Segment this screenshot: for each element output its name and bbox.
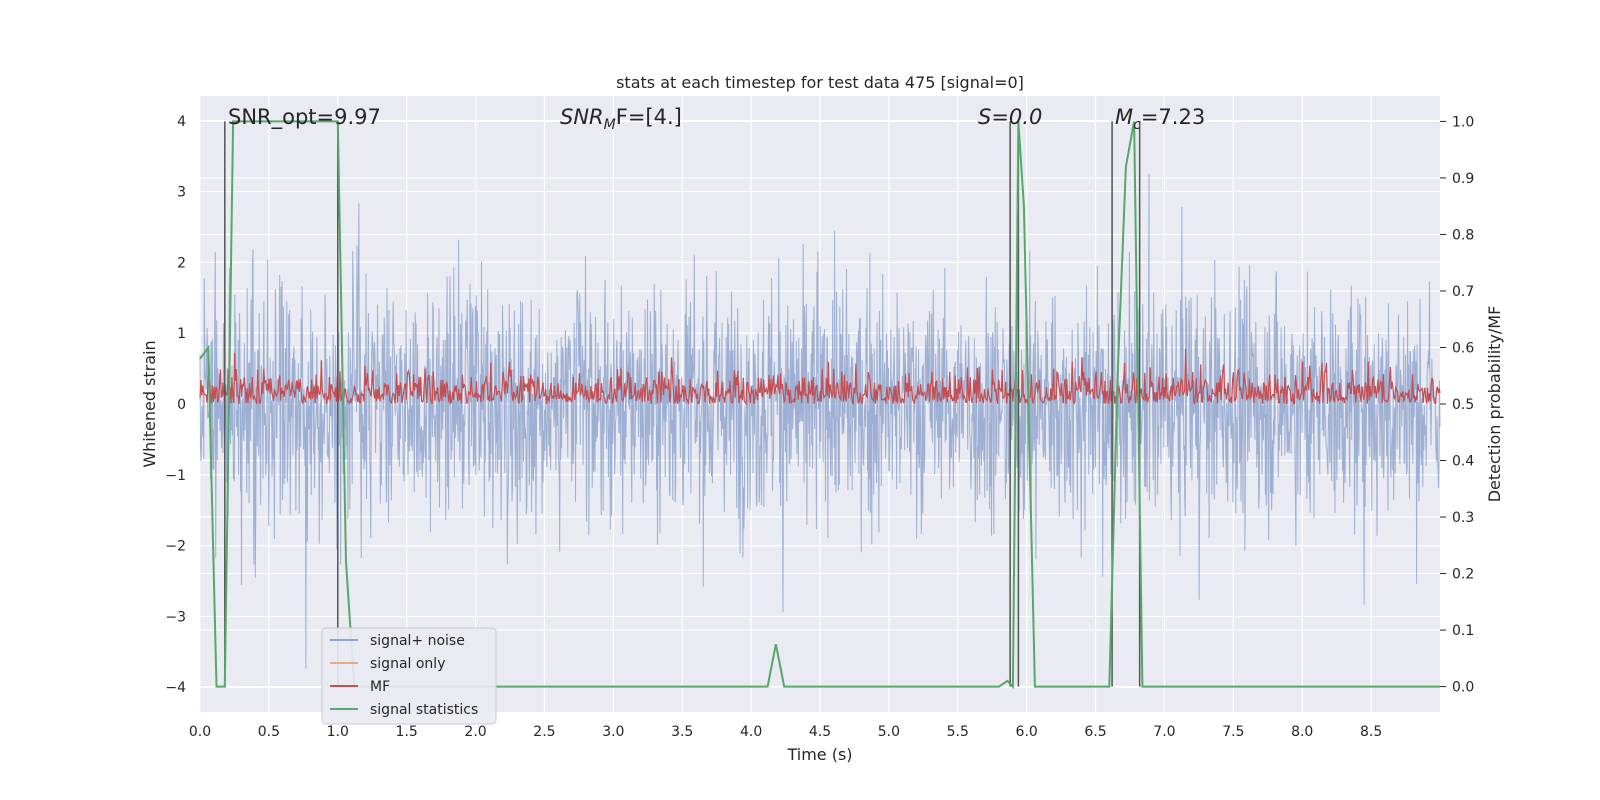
y-tick-label: −3 <box>165 609 186 625</box>
annotation-snr-mf: SNRMF=[4.] <box>560 105 682 133</box>
x-tick-label: 2.5 <box>533 724 555 740</box>
chart-title: stats at each timestep for test data 475… <box>616 73 1024 92</box>
x-tick-label: 3.0 <box>602 724 624 740</box>
y-tick-label: −1 <box>165 468 186 484</box>
x-tick-label: 0.5 <box>258 724 280 740</box>
legend-label-signal-only: signal only <box>370 656 445 672</box>
y2-tick-label: 0.7 <box>1452 284 1474 300</box>
x-tick-label: 4.5 <box>809 724 831 740</box>
y-tick-label: −4 <box>165 680 186 696</box>
y-tick-label: 0 <box>177 397 186 413</box>
legend-box <box>321 627 497 725</box>
y-tick-label: 4 <box>177 114 186 130</box>
y2-tick-label: 0.6 <box>1452 340 1474 356</box>
x-tick-label: 6.0 <box>1016 724 1038 740</box>
x-tick-label: 4.0 <box>740 724 762 740</box>
legend-label-signal-statistics: signal statistics <box>370 702 478 718</box>
x-tick-label: 6.5 <box>1084 724 1106 740</box>
x-axis-label: Time (s) <box>786 745 852 764</box>
x-tick-labels: 0.0 0.5 1.0 1.5 2.0 2.5 3.0 3.5 4.0 4.5 5.0 5.5 6.0 6… <box>189 724 1382 740</box>
legend: signal+ noise signal only MF signal stat… <box>321 627 497 725</box>
y-tick-label: −2 <box>165 539 186 555</box>
y2-tick-label: 0.5 <box>1452 397 1474 413</box>
x-tick-label: 2.0 <box>464 724 486 740</box>
x-tick-label: 1.5 <box>396 724 418 740</box>
x-tick-label: 8.5 <box>1360 724 1382 740</box>
y-tick-labels: −4 −3 −2 −1 0 1 2 3 4 <box>165 114 186 696</box>
annotation-mc: Mc=7.23 <box>1115 105 1205 133</box>
y2-tick-label: 0.9 <box>1452 171 1474 187</box>
y-tick-label: 1 <box>177 326 186 342</box>
y2-tick-label: 0.3 <box>1452 510 1474 526</box>
x-tick-label: 5.0 <box>878 724 900 740</box>
y-axis-label: Whitened strain <box>140 340 159 467</box>
x-tick-label: 7.0 <box>1153 724 1175 740</box>
y2-tick-label: 0.0 <box>1452 680 1474 696</box>
x-tick-label: 1.0 <box>327 724 349 740</box>
y2-axis-label: Detection probability/MF <box>1485 306 1504 503</box>
annotation-snr-opt: SNR_opt=9.97 <box>228 105 381 130</box>
y2-tick-labels: 0.0 0.1 0.2 0.3 0.4 0.5 0.6 0.7 0.8 0.9 1.0 <box>1440 114 1474 696</box>
y2-tick-label: 0.1 <box>1452 623 1474 639</box>
y2-tick-label: 0.8 <box>1452 227 1474 243</box>
legend-label-signal-noise: signal+ noise <box>370 633 465 649</box>
y2-tick-label: 0.2 <box>1452 567 1474 583</box>
y-tick-label: 2 <box>177 255 186 271</box>
annotation-s-stat: S=0.0 <box>978 105 1042 129</box>
mf-series <box>199 348 1441 407</box>
y2-tick-label: 1.0 <box>1452 114 1474 130</box>
legend-label-mf: MF <box>370 679 390 695</box>
x-tick-label: 7.5 <box>1222 724 1244 740</box>
signal-statistics-series <box>199 120 1440 690</box>
signal-statistics-line <box>199 120 1440 690</box>
x-tick-label: 3.5 <box>671 724 693 740</box>
x-tick-label: 5.5 <box>947 724 969 740</box>
x-tick-label: 8.0 <box>1291 724 1313 740</box>
mf-line <box>199 348 1441 407</box>
y2-tick-label: 0.4 <box>1452 454 1474 470</box>
y-tick-label: 3 <box>177 185 186 201</box>
x-tick-label: 0.0 <box>189 724 211 740</box>
